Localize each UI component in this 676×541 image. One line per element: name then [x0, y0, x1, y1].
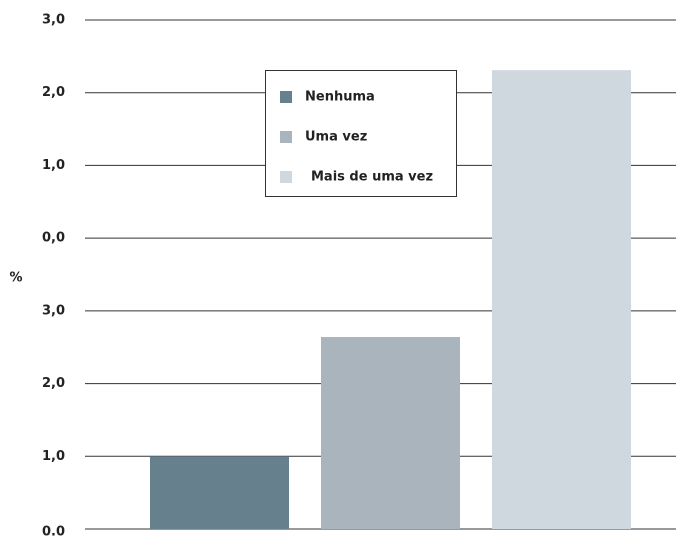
- y-tick-label: 2,0: [42, 376, 65, 391]
- bar: [150, 456, 289, 529]
- bar: [321, 337, 460, 529]
- y-tick-label: 3,0: [42, 303, 65, 318]
- y-tick-label: 3,0: [42, 13, 65, 28]
- legend-box: [265, 70, 457, 197]
- y-tick-label: 0,0: [42, 231, 65, 246]
- y-tick-label: 1,0: [42, 158, 65, 173]
- y-tick-label: 1,0: [42, 449, 65, 464]
- legend-marker: [280, 131, 292, 143]
- legend-label: Nenhuma: [305, 90, 375, 105]
- y-tick-label: 2,0: [42, 85, 65, 100]
- legend-label: Uma vez: [305, 130, 367, 145]
- legend-marker: [280, 171, 292, 183]
- legend-marker: [280, 91, 292, 103]
- y-axis-label: %: [9, 271, 22, 286]
- y-tick-label: 0.0: [42, 525, 65, 538]
- bar: [492, 70, 631, 530]
- legend-label: Mais de uma vez: [311, 170, 433, 185]
